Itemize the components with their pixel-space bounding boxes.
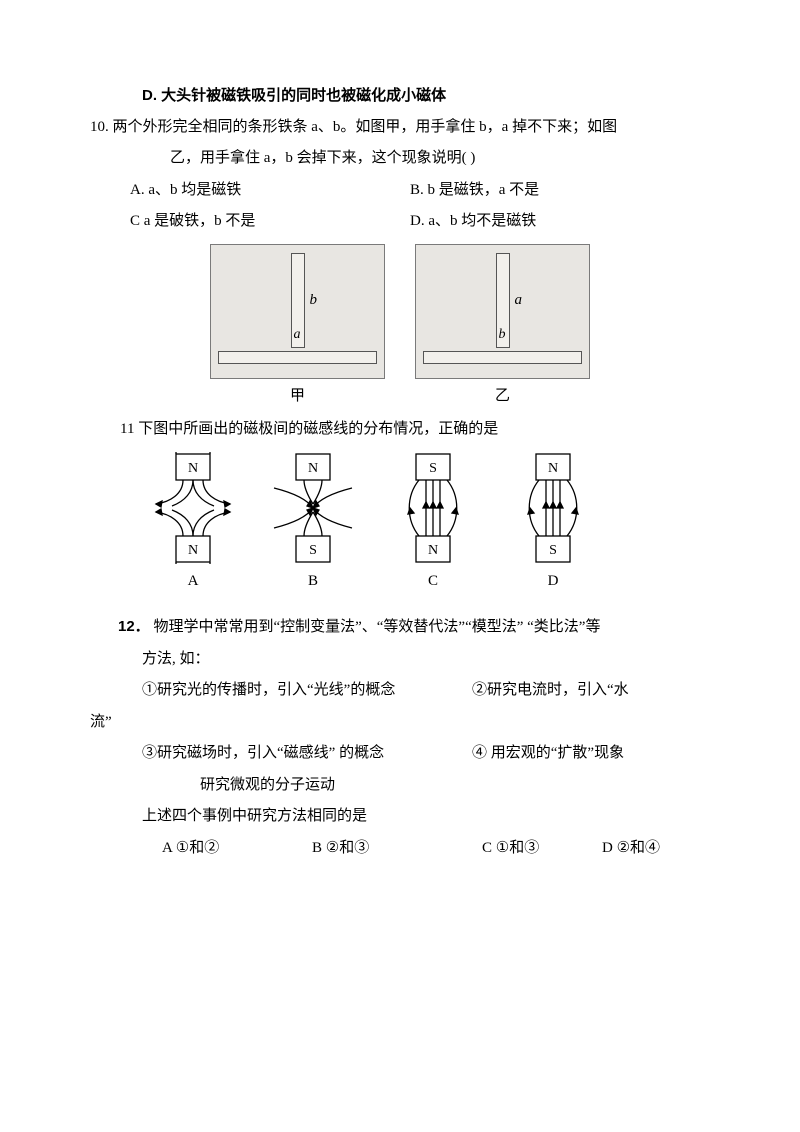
q10-left-hlabel: a (294, 320, 301, 349)
q10-option-d: D. a、b 均不是磁铁 (410, 206, 536, 238)
q11-c-top: S (429, 461, 437, 476)
q11-diag-b: N S B (270, 452, 356, 598)
q10-right-caption: 乙 (415, 381, 590, 413)
q12-item3: ③研究磁场时，引入“磁感线” 的概念 (142, 738, 472, 770)
q12-number: 12． (118, 618, 150, 635)
q11-diag-c: S N C (390, 452, 476, 598)
q11-b-top: N (308, 461, 318, 476)
q11-svg-c: S N (390, 452, 476, 564)
q12-row2: ③研究磁场时，引入“磁感线” 的概念 ④ 用宏观的“扩散”现象 (90, 738, 710, 770)
q11-stem: 11 下图中所画出的磁极间的磁感线的分布情况，正确的是 (90, 414, 710, 446)
q12-option-c: C ①和③ (482, 833, 602, 865)
q11-diagrams: N N A (90, 452, 710, 598)
q11-diag-d: N S D (510, 452, 596, 598)
q11-c-bot: N (428, 543, 438, 558)
q10-right-vlabel: a (515, 285, 523, 317)
q12-item4: ④ 用宏观的“扩散”现象 (472, 738, 624, 770)
q10-option-b: B. b 是磁铁，a 不是 (410, 175, 539, 207)
q10-stem-line1: 10. 两个外形完全相同的条形铁条 a、b。如图甲，用手拿住 b，a 掉不下来；… (90, 112, 710, 144)
q10-option-c: C a 是破铁，b 不是 (130, 206, 410, 238)
q12-stem-text: 物理学中常常用到“控制变量法”、“等效替代法”“模型法” “类比法”等 (153, 619, 600, 635)
q12-option-a: A ①和② (162, 833, 312, 865)
q11-d-bot: S (549, 543, 557, 558)
q10-figure-right: a b (415, 244, 590, 379)
q10-stem-line2: 乙，用手拿住 a，b 会掉下来，这个现象说明( ) (90, 143, 710, 175)
page: D. 大头针被磁铁吸引的同时也被磁化成小磁体 10. 两个外形完全相同的条形铁条… (0, 0, 800, 924)
q11-a-cap: A (188, 566, 199, 598)
q10-left-caption: 甲 (210, 381, 385, 413)
q10-figures: b a 甲 a b 乙 (90, 244, 710, 413)
q12-row1: ①研究光的传播时，引入“光线”的概念 ②研究电流时，引入“水 (90, 675, 710, 707)
q12-option-b: B ②和③ (312, 833, 482, 865)
q12-item4b: 研究微观的分子运动 (90, 770, 710, 802)
q11-svg-b: N S (270, 452, 356, 564)
q10-right-hbar (423, 351, 582, 364)
q12-prompt: 上述四个事例中研究方法相同的是 (90, 801, 710, 833)
q10-figure-right-wrap: a b 乙 (415, 244, 590, 413)
q10-left-vlabel: b (310, 285, 318, 317)
q12-options: A ①和② B ②和③ C ①和③ D ②和④ (90, 833, 710, 865)
q11-d-top: N (548, 461, 558, 476)
q11-d-cap: D (548, 566, 559, 598)
q11-diag-a: N N A (150, 452, 236, 598)
q10-option-a: A. a、b 均是磁铁 (130, 175, 410, 207)
q12-item2b: 流” (90, 707, 710, 739)
q11-svg-d: N S (510, 452, 596, 564)
q11-b-bot: S (309, 543, 317, 558)
q12-item1: ①研究光的传播时，引入“光线”的概念 (142, 675, 472, 707)
q12-option-d: D ②和④ (602, 833, 660, 865)
q12-stem-text2: 方法, 如： (90, 644, 710, 676)
q10-figure-left-wrap: b a 甲 (210, 244, 385, 413)
q10-figure-left: b a (210, 244, 385, 379)
q10-options-row1: A. a、b 均是磁铁 B. b 是磁铁，a 不是 (90, 175, 710, 207)
q11-a-bot: N (188, 543, 198, 558)
q10-options-row2: C a 是破铁，b 不是 D. a、b 均不是磁铁 (90, 206, 710, 238)
q12-stem: 12． 物理学中常常用到“控制变量法”、“等效替代法”“模型法” “类比法”等 (90, 611, 710, 644)
option-d-text: D. 大头针被磁铁吸引的同时也被磁化成小磁体 (142, 87, 446, 104)
q10-left-hbar (218, 351, 377, 364)
prev-option-d: D. 大头针被磁铁吸引的同时也被磁化成小磁体 (90, 80, 710, 112)
q10-right-hlabel: b (499, 320, 506, 349)
q12-item2: ②研究电流时，引入“水 (472, 675, 629, 707)
q11-c-cap: C (428, 566, 438, 598)
q11-svg-a: N N (150, 452, 236, 564)
q11-b-cap: B (308, 566, 318, 598)
q11-a-top: N (188, 461, 198, 476)
